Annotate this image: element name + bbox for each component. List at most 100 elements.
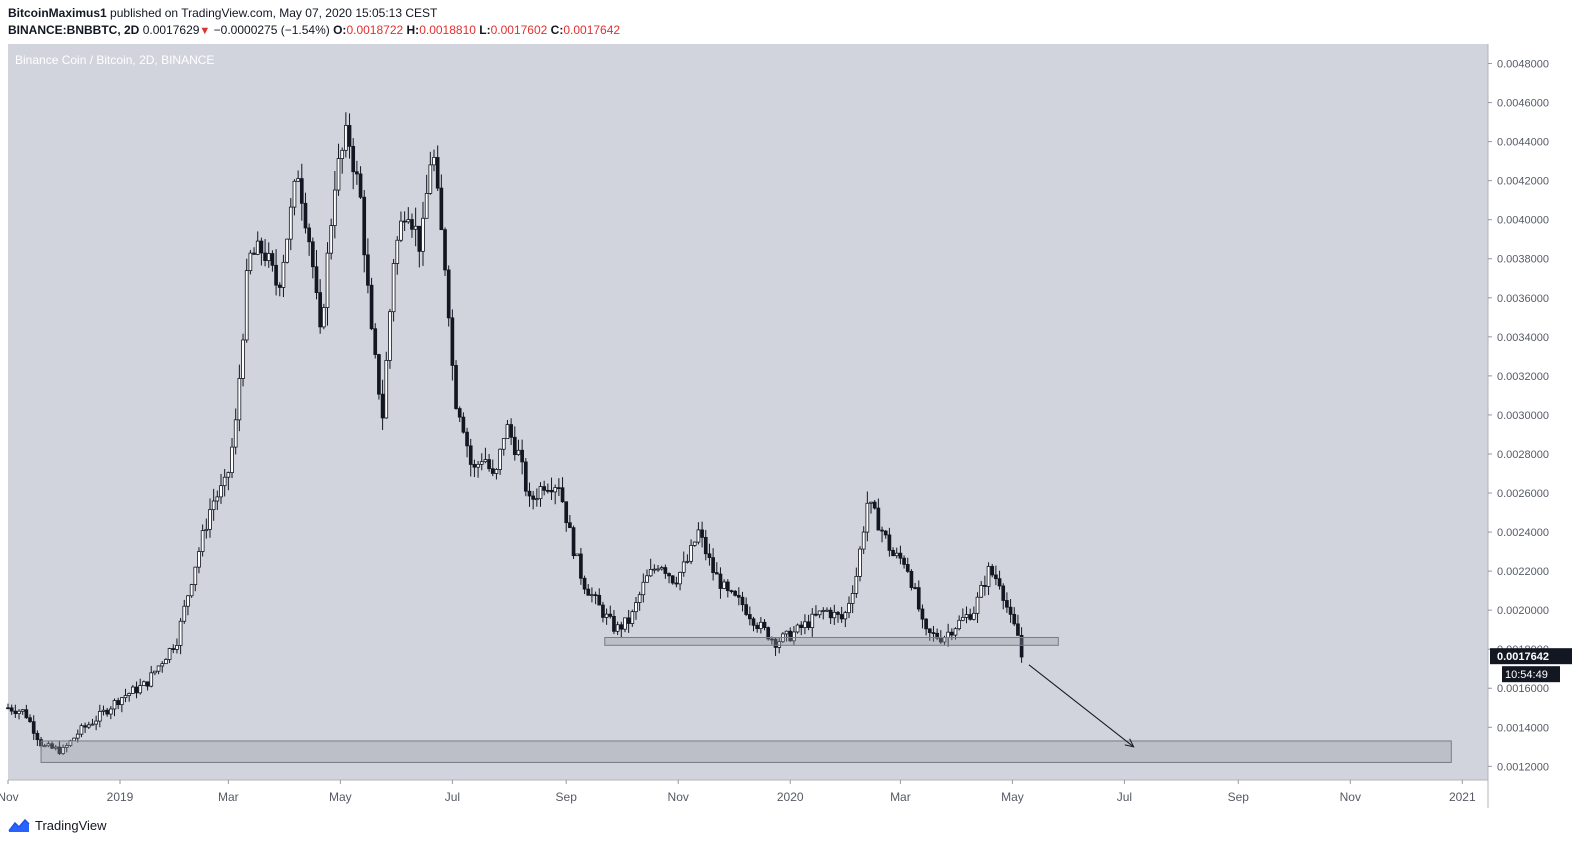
candle-body (560, 487, 565, 503)
candle-body (957, 619, 962, 630)
candle-body (120, 697, 124, 706)
candle-body (501, 438, 506, 450)
y-tick-label: 0.0038000 (1497, 254, 1549, 266)
low-label: L: (479, 23, 491, 37)
candle-body (457, 408, 462, 418)
candle-body (399, 220, 403, 241)
candle-body (9, 707, 14, 712)
candle-body (766, 627, 771, 640)
candle-body (344, 125, 348, 151)
candle-body (762, 621, 767, 628)
candle-body (64, 745, 69, 748)
candle-body (748, 614, 752, 620)
support-zone-2[interactable] (40, 740, 1452, 763)
candle-body (86, 724, 91, 728)
candle-body (476, 463, 480, 468)
low-value: 0.0017602 (490, 23, 548, 37)
candle-body (553, 487, 558, 493)
candle-body (479, 461, 484, 465)
candle-body (667, 573, 671, 577)
candle-body (755, 624, 760, 630)
y-tick-label: 0.0044000 (1497, 137, 1549, 149)
candle-body (663, 567, 668, 574)
candle-body (568, 522, 572, 529)
candle-body (498, 448, 502, 470)
candle-body (105, 709, 109, 715)
candle-body (836, 611, 840, 615)
candle-body (314, 266, 319, 294)
publish-info: BitcoinMaximus1 published on TradingView… (8, 6, 437, 20)
candle-body (432, 157, 436, 166)
candle-body (1019, 635, 1024, 658)
candle-body (935, 632, 939, 639)
footer-brand[interactable]: TradingView (8, 818, 107, 833)
candle-body (832, 611, 837, 619)
symbol-label: BINANCE:BNBBTC, 2D (8, 23, 140, 37)
candle-body (274, 264, 278, 286)
candle-body (773, 638, 778, 648)
candle-body (597, 594, 602, 606)
candle-body (178, 620, 183, 646)
candle-body (843, 612, 848, 620)
candle-body (435, 157, 440, 189)
candle-body (494, 469, 499, 474)
candle-body (718, 573, 723, 589)
candle-body (825, 609, 829, 612)
x-tick-label: 2021 (1449, 790, 1476, 804)
y-tick-label: 0.0046000 (1497, 98, 1549, 110)
y-tick-label: 0.0022000 (1497, 566, 1549, 578)
candle-body (263, 252, 267, 261)
candle-body (931, 632, 936, 635)
candle-body (869, 501, 873, 504)
candle-body (924, 618, 928, 630)
candle-body (733, 590, 737, 596)
candle-body (814, 613, 818, 616)
candle-body (450, 317, 455, 366)
candle-body (266, 253, 271, 261)
candle-body (417, 225, 422, 252)
candle-body (325, 252, 330, 308)
y-tick-label: 0.0024000 (1497, 527, 1549, 539)
y-tick-label: 0.0016000 (1497, 683, 1549, 695)
candle-body (439, 187, 444, 231)
candle-body (652, 568, 657, 571)
candle-body (946, 631, 950, 639)
candle-body (90, 723, 95, 726)
candle-body (997, 578, 1002, 587)
support-zone-1[interactable] (604, 636, 1059, 646)
candle-body (377, 354, 381, 395)
candle-body (127, 693, 132, 696)
candle-body (472, 464, 477, 468)
candle-body (366, 254, 370, 286)
candle-body (678, 571, 682, 585)
candle-body (171, 648, 176, 650)
plot-area[interactable] (8, 44, 1488, 780)
x-tick-label: May (1001, 790, 1024, 804)
author-name[interactable]: BitcoinMaximus1 (8, 6, 107, 20)
candle-body (961, 617, 965, 621)
candle-body (490, 468, 495, 474)
y-tick-label: 0.0042000 (1497, 176, 1549, 188)
candle-body (1008, 606, 1013, 615)
candle-body (145, 681, 150, 687)
x-tick-label: Jul (1117, 790, 1132, 804)
candle-body (336, 158, 341, 191)
arrowhead-icon (1124, 738, 1135, 748)
candle-body (711, 557, 715, 574)
candle-body (233, 419, 238, 448)
candle-body (259, 240, 264, 254)
projection-arrow[interactable] (1028, 664, 1134, 748)
candle-body (806, 621, 811, 628)
candle-body (953, 628, 958, 636)
candle-body (116, 700, 121, 706)
candle-body (612, 616, 616, 632)
candle-body (465, 431, 469, 447)
candle-body (296, 178, 300, 182)
candle-body (424, 193, 429, 219)
candle-body (894, 552, 899, 557)
candle-body (615, 624, 620, 632)
footer-brand-label: TradingView (35, 818, 107, 833)
candle-body (707, 553, 712, 559)
candle-body (703, 536, 708, 555)
